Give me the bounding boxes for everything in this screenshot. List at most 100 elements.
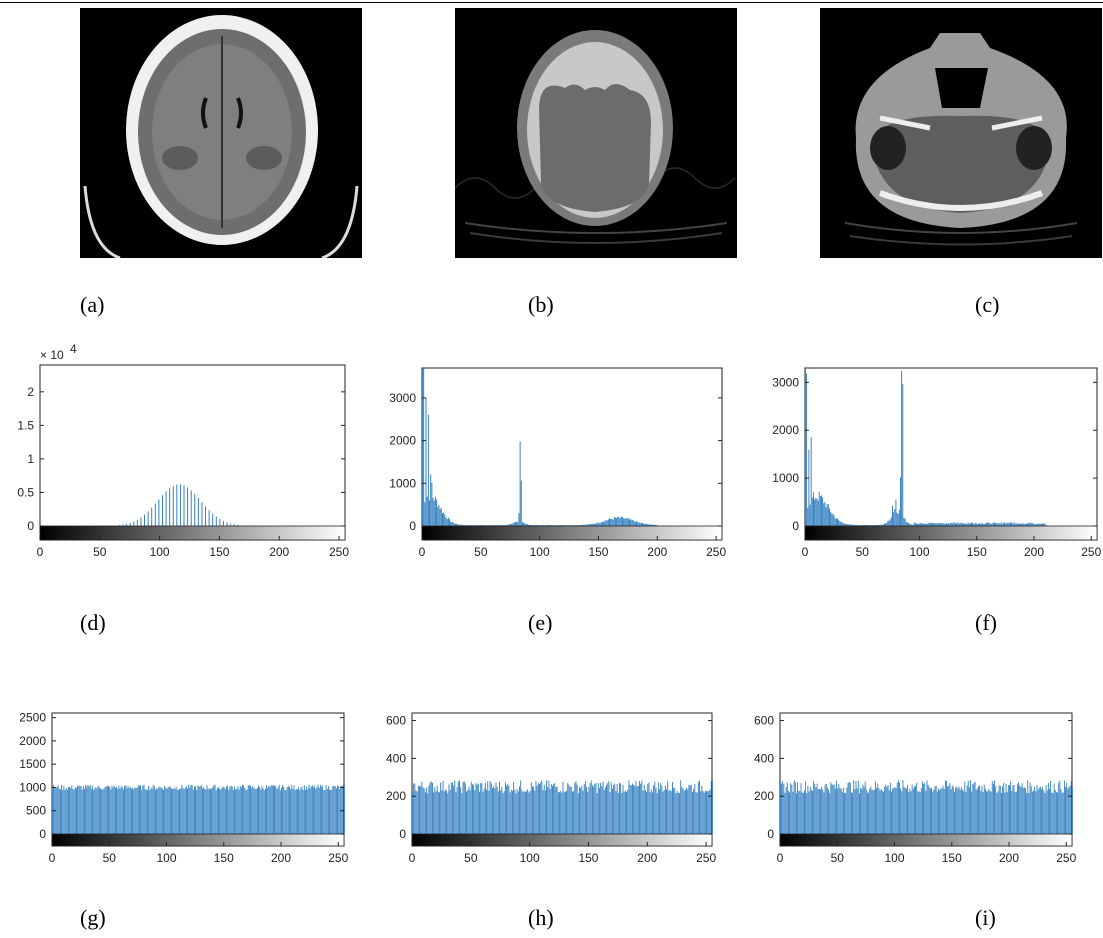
bar [156, 788, 158, 834]
bar [988, 789, 990, 834]
bar [477, 783, 479, 834]
bar [949, 523, 951, 526]
bar [212, 787, 214, 834]
bar [1068, 786, 1070, 834]
x-tick-label: 0 [802, 545, 809, 559]
bar [650, 789, 652, 834]
bar [1003, 782, 1005, 834]
x-tick-label: 200 [1024, 545, 1044, 559]
ct-image-a [80, 8, 362, 258]
bar [830, 782, 832, 834]
top-rule [0, 2, 1103, 3]
bar [1055, 792, 1057, 834]
bar [597, 522, 599, 526]
bar [870, 786, 872, 834]
bar [568, 784, 570, 834]
bar [888, 790, 890, 834]
bar [450, 782, 452, 834]
bar [676, 790, 678, 834]
bar [431, 482, 433, 526]
bar [298, 787, 300, 834]
bar [958, 786, 960, 834]
bar [926, 523, 928, 526]
bar [129, 522, 131, 526]
bar [588, 787, 590, 834]
bar [329, 789, 330, 834]
bar [844, 793, 845, 834]
bar [648, 782, 650, 834]
bar [1028, 522, 1030, 526]
bar [560, 790, 562, 834]
bar [247, 785, 249, 834]
bar [610, 518, 612, 526]
bar [449, 789, 451, 834]
bar [1007, 522, 1009, 526]
bar [587, 791, 589, 834]
bar [470, 781, 472, 834]
bar [592, 523, 594, 526]
bar [424, 792, 426, 834]
bar [219, 519, 221, 526]
bar [893, 787, 895, 834]
bar [92, 786, 93, 834]
bar [982, 523, 984, 526]
bar [198, 786, 200, 834]
bar [283, 786, 285, 834]
bar [528, 792, 530, 834]
bar [805, 781, 807, 834]
bar [1039, 786, 1041, 834]
bar [593, 523, 595, 526]
bar [919, 523, 921, 526]
bar [226, 522, 228, 526]
bar [96, 788, 98, 834]
bar [605, 520, 607, 526]
bar [238, 789, 240, 834]
bar [1017, 784, 1018, 834]
bar [214, 784, 216, 834]
bar [830, 512, 832, 526]
plot-frame [39, 364, 346, 541]
bar [960, 522, 962, 526]
bar [165, 787, 167, 834]
bar [607, 783, 609, 834]
bar [835, 518, 837, 526]
bar [504, 525, 506, 526]
bar [597, 783, 599, 834]
bar [927, 784, 929, 834]
bar [992, 522, 994, 526]
bar [957, 522, 959, 526]
bar [958, 523, 960, 526]
bar [702, 790, 704, 834]
bar [513, 522, 515, 526]
bar [313, 787, 314, 834]
y-tick-label: 1.5 [17, 418, 34, 432]
bar [314, 785, 316, 834]
bar [939, 789, 941, 834]
bars [412, 780, 713, 834]
bar [53, 784, 55, 834]
bar [136, 519, 138, 526]
bar [302, 790, 304, 834]
bar [987, 791, 989, 834]
bar [258, 785, 259, 834]
bar [913, 786, 915, 834]
bar [618, 517, 620, 526]
bar [1006, 791, 1008, 834]
bar [821, 786, 823, 834]
bar [552, 785, 553, 834]
bar [917, 523, 919, 526]
bar [533, 524, 535, 526]
bar [185, 786, 187, 834]
bar [586, 524, 588, 526]
bar [1046, 790, 1048, 834]
bar [489, 525, 490, 526]
bar [289, 786, 290, 834]
bar [974, 523, 976, 526]
bar [160, 787, 162, 834]
bar [785, 786, 787, 834]
bar [826, 787, 828, 834]
bar [606, 784, 607, 834]
bar [144, 514, 146, 526]
bar [596, 523, 598, 526]
